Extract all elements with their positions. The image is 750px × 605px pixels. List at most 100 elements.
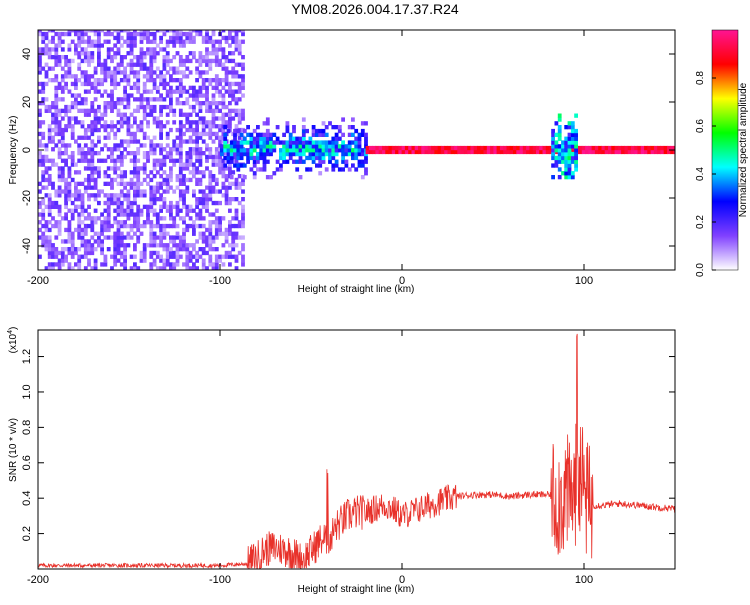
heatmap-cell (67, 185, 72, 190)
heatmap-cell (51, 66, 55, 71)
heatmap-cell (198, 51, 203, 56)
heatmap-cell (123, 112, 127, 117)
heatmap-cell (165, 89, 170, 94)
heatmap-cell (74, 204, 78, 209)
heatmap-cell (110, 200, 114, 206)
heatmap-cell (119, 193, 124, 198)
heatmap-cell (653, 145, 658, 151)
snr-multiplier-close: ) (8, 327, 19, 330)
heatmap-cell (119, 43, 124, 48)
heatmap-cell (175, 185, 180, 190)
heatmap-cell (295, 159, 300, 164)
heatmap-cell (149, 62, 154, 67)
heatmap-cell (188, 216, 193, 221)
heatmap-cell (123, 220, 127, 225)
heatmap-cell (165, 70, 170, 75)
heatmap-cell (234, 235, 239, 240)
heatmap-cell (146, 112, 150, 117)
heatmap-cell (195, 223, 199, 229)
heatmap-cell (188, 124, 193, 129)
heatmap-cell (110, 101, 114, 106)
heatmap-cell (450, 149, 455, 155)
heatmap-cell (139, 258, 144, 263)
heatmap-cell (195, 139, 199, 144)
heatmap-cell (116, 193, 121, 198)
heatmap-cell (172, 39, 177, 44)
heatmap-cell (126, 78, 131, 83)
heatmap-cell (38, 254, 42, 259)
heatmap-cell (178, 197, 183, 202)
heatmap-cell (51, 101, 55, 106)
heatmap-cell (214, 124, 219, 129)
heatmap-cell (234, 124, 239, 129)
heatmap-cell (106, 193, 111, 198)
heatmap-cell (188, 39, 193, 44)
heatmap-cell (234, 197, 239, 202)
heatmap-cell (234, 212, 239, 217)
heatmap-cell (221, 166, 226, 171)
heatmap-cell (87, 162, 91, 167)
heatmap-cell (165, 112, 170, 117)
heatmap-cell (113, 220, 118, 225)
heatmap-cell (44, 220, 49, 225)
heatmap-cell (47, 235, 52, 240)
heatmap-cell (133, 200, 137, 206)
heatmap-cell (103, 66, 108, 71)
heatmap-cell (185, 189, 190, 194)
heatmap-cell (64, 227, 68, 233)
heatmap-cell (205, 204, 209, 209)
heatmap-cell (231, 81, 236, 87)
heatmap-cell (178, 139, 183, 144)
heatmap-cell (218, 89, 222, 94)
heatmap-cell (201, 116, 206, 121)
heatmap-cell (83, 39, 88, 44)
heatmap-cell (175, 177, 180, 183)
heatmap-cell (252, 159, 257, 164)
heatmap-cell (192, 254, 196, 259)
heatmap-cell (214, 208, 219, 213)
heatmap-cell (503, 149, 507, 155)
heatmap-cell (382, 149, 386, 155)
heatmap-cell (198, 85, 203, 90)
heatmap-cell (224, 177, 229, 183)
heatmap-cell (218, 47, 222, 52)
heatmap-cell (110, 154, 114, 160)
heatmap-cell (159, 254, 163, 259)
heatmap-cell (237, 112, 242, 117)
heatmap-cell (292, 148, 296, 153)
heatmap-cell (178, 124, 183, 129)
heatmap-cell (224, 235, 229, 240)
heatmap-cell (113, 170, 118, 175)
heatmap-cell (133, 181, 137, 186)
heatmap-cell (279, 167, 283, 172)
heatmap-cell (97, 81, 101, 87)
heatmap-cell (192, 104, 196, 110)
heatmap-cell (490, 149, 494, 155)
heatmap-cell (542, 145, 547, 151)
heatmap-cell (178, 55, 183, 60)
heatmap-cell (126, 101, 131, 106)
heatmap-cell (241, 189, 245, 194)
heatmap-cell (341, 144, 345, 149)
heatmap-cell (169, 104, 173, 110)
heatmap-cell (106, 220, 111, 225)
heatmap-cell (129, 135, 134, 140)
heatmap-cell (47, 254, 52, 259)
heatmap-cell (228, 89, 232, 94)
heatmap-cell (77, 181, 82, 186)
heatmap-cell (116, 147, 121, 152)
heatmap-cell (178, 43, 183, 48)
heatmap-cell (139, 104, 144, 110)
heatmap-cell (139, 55, 144, 60)
heatmap-cell (241, 258, 245, 263)
heatmap-cell (549, 145, 553, 151)
heatmap-cell (116, 70, 121, 75)
heatmap-cell (175, 51, 180, 56)
heatmap-cell (152, 151, 157, 156)
heatmap-cell (41, 200, 46, 206)
heatmap-cell (178, 135, 183, 140)
spectrogram-y-label: Frequency (Hz) (8, 116, 19, 185)
heatmap-cell (434, 149, 439, 155)
heatmap-cell (195, 89, 199, 94)
heatmap-cell (57, 81, 62, 87)
